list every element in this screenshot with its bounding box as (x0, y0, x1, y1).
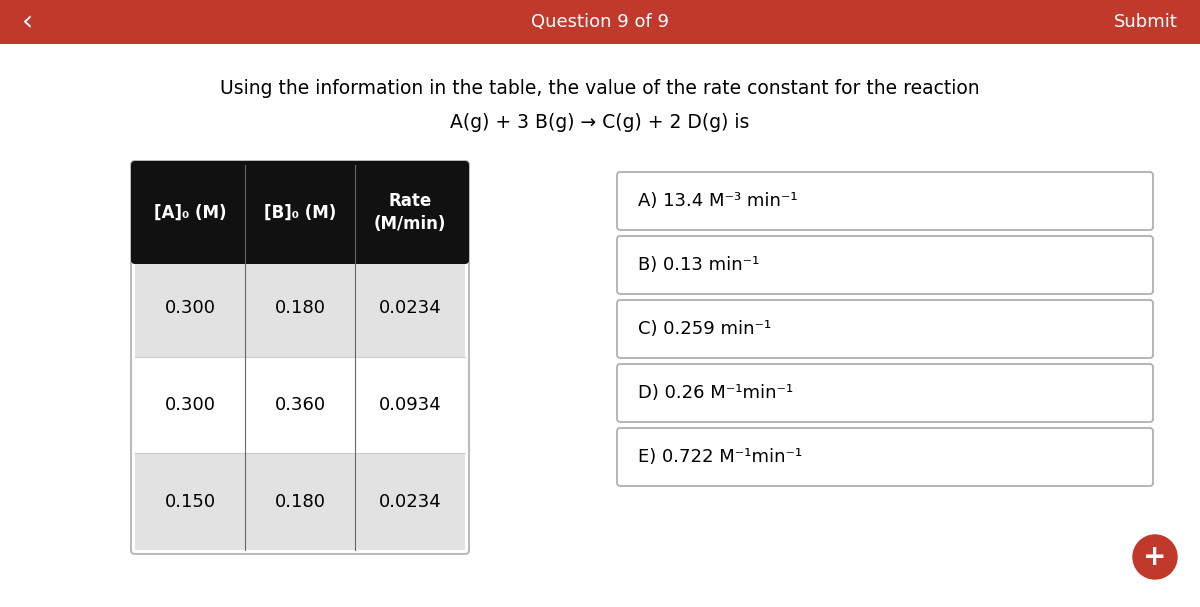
Text: 0.150: 0.150 (164, 493, 216, 510)
FancyBboxPatch shape (617, 364, 1153, 422)
Text: 0.0234: 0.0234 (379, 299, 442, 317)
Text: D) 0.26 M⁻¹min⁻¹: D) 0.26 M⁻¹min⁻¹ (638, 384, 793, 402)
Text: 0.0234: 0.0234 (379, 493, 442, 510)
FancyBboxPatch shape (617, 428, 1153, 486)
FancyBboxPatch shape (131, 161, 469, 554)
FancyBboxPatch shape (617, 236, 1153, 294)
FancyBboxPatch shape (617, 172, 1153, 230)
Text: Rate
(M/min): Rate (M/min) (374, 192, 446, 233)
FancyBboxPatch shape (131, 161, 469, 264)
Text: ‹: ‹ (22, 8, 34, 36)
Text: 0.300: 0.300 (164, 396, 216, 414)
FancyBboxPatch shape (617, 300, 1153, 358)
Circle shape (1133, 535, 1177, 579)
FancyBboxPatch shape (134, 357, 466, 453)
Text: C) 0.259 min⁻¹: C) 0.259 min⁻¹ (638, 320, 772, 338)
Text: A(g) + 3 B(g) → C(g) + 2 D(g) is: A(g) + 3 B(g) → C(g) + 2 D(g) is (450, 112, 750, 132)
Text: B) 0.13 min⁻¹: B) 0.13 min⁻¹ (638, 256, 760, 274)
Text: 0.0934: 0.0934 (379, 396, 442, 414)
Text: 0.360: 0.360 (275, 396, 325, 414)
Text: 0.180: 0.180 (275, 493, 325, 510)
Text: [B]₀ (M): [B]₀ (M) (264, 203, 336, 222)
Text: 0.180: 0.180 (275, 299, 325, 317)
FancyBboxPatch shape (0, 0, 1200, 44)
Text: +: + (1144, 543, 1166, 571)
Text: Submit: Submit (1114, 13, 1178, 31)
FancyBboxPatch shape (134, 260, 466, 357)
Text: A) 13.4 M⁻³ min⁻¹: A) 13.4 M⁻³ min⁻¹ (638, 192, 798, 210)
Text: 0.300: 0.300 (164, 299, 216, 317)
Text: Question 9 of 9: Question 9 of 9 (530, 13, 670, 31)
Text: E) 0.722 M⁻¹min⁻¹: E) 0.722 M⁻¹min⁻¹ (638, 448, 803, 466)
FancyBboxPatch shape (134, 453, 466, 550)
Text: [A]₀ (M): [A]₀ (M) (154, 203, 227, 222)
Text: Using the information in the table, the value of the rate constant for the react: Using the information in the table, the … (220, 78, 980, 98)
